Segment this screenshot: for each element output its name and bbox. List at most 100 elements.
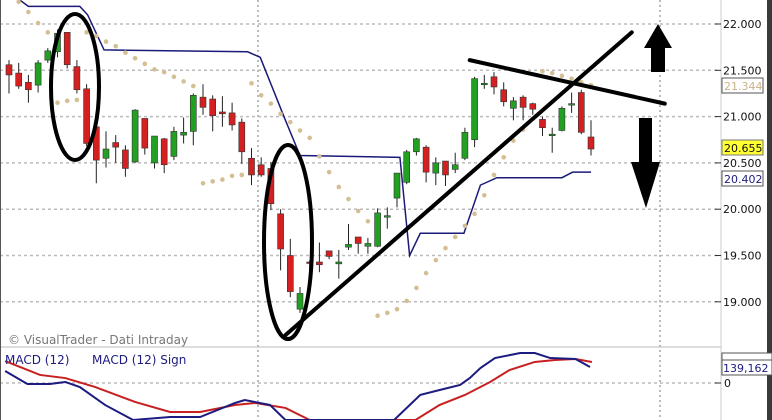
candle	[102, 131, 110, 168]
candle	[519, 95, 527, 121]
candle	[131, 109, 139, 163]
candle	[558, 106, 566, 132]
sar-dot	[278, 111, 283, 117]
candle-body	[500, 89, 508, 103]
last-price-label-box	[721, 139, 764, 156]
candle-body	[238, 121, 246, 153]
sar-dot	[394, 306, 400, 312]
sar-dot	[249, 80, 254, 86]
candle	[529, 102, 537, 115]
candle-body	[25, 82, 32, 91]
sar-dot	[288, 119, 293, 125]
sar-dot	[191, 83, 196, 89]
y-tick-label: 19.500	[723, 250, 762, 263]
sar-dot	[239, 172, 245, 178]
candle-body	[199, 96, 207, 108]
candle-body	[102, 148, 110, 159]
candle	[219, 96, 226, 127]
candle-body	[15, 72, 22, 87]
candle-body	[44, 50, 52, 61]
candle	[510, 97, 517, 121]
right-border	[767, 0, 772, 420]
channel-price-label-box	[721, 170, 764, 187]
sar-dot	[355, 208, 361, 214]
sar-dot	[336, 184, 342, 190]
sar-dot	[297, 128, 303, 133]
sar-dot	[200, 180, 206, 186]
candle-body	[248, 157, 255, 176]
sar-dot	[462, 223, 468, 229]
candle-body	[354, 236, 362, 244]
candle	[335, 249, 343, 279]
candle	[364, 237, 372, 254]
sar-dot	[307, 135, 313, 141]
candle-body	[73, 66, 81, 91]
candle-body	[34, 62, 42, 86]
macd-signal-line	[4, 357, 593, 420]
ellipse-annotation[interactable]	[49, 12, 101, 162]
sar-dot	[549, 70, 555, 76]
candle-body	[480, 82, 488, 86]
candle-body	[151, 135, 158, 164]
legend-macd[interactable]: MACD (12)	[5, 353, 69, 367]
watermark: © VisualTrader - Dati Intraday	[8, 333, 188, 347]
candle-body	[490, 76, 498, 88]
candle-body	[529, 103, 537, 110]
macd-value-label-box	[721, 359, 772, 376]
candle-body	[277, 213, 284, 250]
sar-dot	[74, 97, 80, 103]
sar-dot	[45, 30, 51, 35]
candle	[577, 89, 585, 135]
sar-dot	[491, 172, 497, 178]
sar-dot	[385, 310, 390, 316]
sar-dot	[511, 138, 516, 143]
candle	[393, 172, 401, 208]
candle-body	[335, 261, 343, 265]
sar-dot	[482, 193, 487, 198]
candle	[238, 118, 246, 164]
candle	[160, 137, 168, 174]
y-tick-label: 21.500	[723, 64, 762, 77]
candle	[44, 48, 52, 63]
candle-body	[345, 244, 352, 248]
candle	[34, 60, 42, 93]
trendline-annotation[interactable]	[467, 58, 667, 106]
candle-body	[131, 109, 139, 163]
sar-dot	[16, 0, 21, 5]
sar-dot	[35, 20, 41, 26]
sar-dot	[423, 270, 429, 276]
legend-macd-signal[interactable]: MACD (12) Sign	[92, 353, 186, 367]
candle-body	[209, 98, 216, 116]
candle	[568, 92, 575, 113]
sar-dot	[317, 154, 322, 159]
candle-body	[383, 215, 391, 218]
candle-body	[442, 160, 449, 176]
sar-dot	[55, 100, 60, 106]
macd-line	[4, 351, 591, 420]
candle	[461, 127, 469, 161]
candle	[480, 74, 488, 89]
sar-dot	[433, 257, 439, 263]
sar-dot	[365, 218, 371, 224]
candle-body	[286, 255, 294, 292]
sar-dot	[26, 9, 31, 15]
ellipse-annotation[interactable]	[262, 143, 314, 341]
sar-price-label-box	[721, 77, 764, 94]
candle	[587, 120, 595, 156]
drawing-annotations[interactable]	[49, 12, 672, 341]
candle-body	[122, 149, 129, 169]
candle	[354, 236, 362, 254]
sar-dot	[103, 39, 109, 44]
candle	[403, 149, 411, 185]
sar-dot	[64, 98, 70, 104]
candle	[228, 102, 236, 131]
candle	[209, 95, 216, 132]
candle	[500, 82, 508, 107]
candle-body	[219, 111, 226, 115]
candle	[122, 145, 129, 177]
y-tick-label: 21.000	[723, 111, 762, 124]
candle	[316, 242, 323, 273]
y-tick-label: 20.500	[723, 157, 762, 170]
candle	[442, 160, 449, 187]
